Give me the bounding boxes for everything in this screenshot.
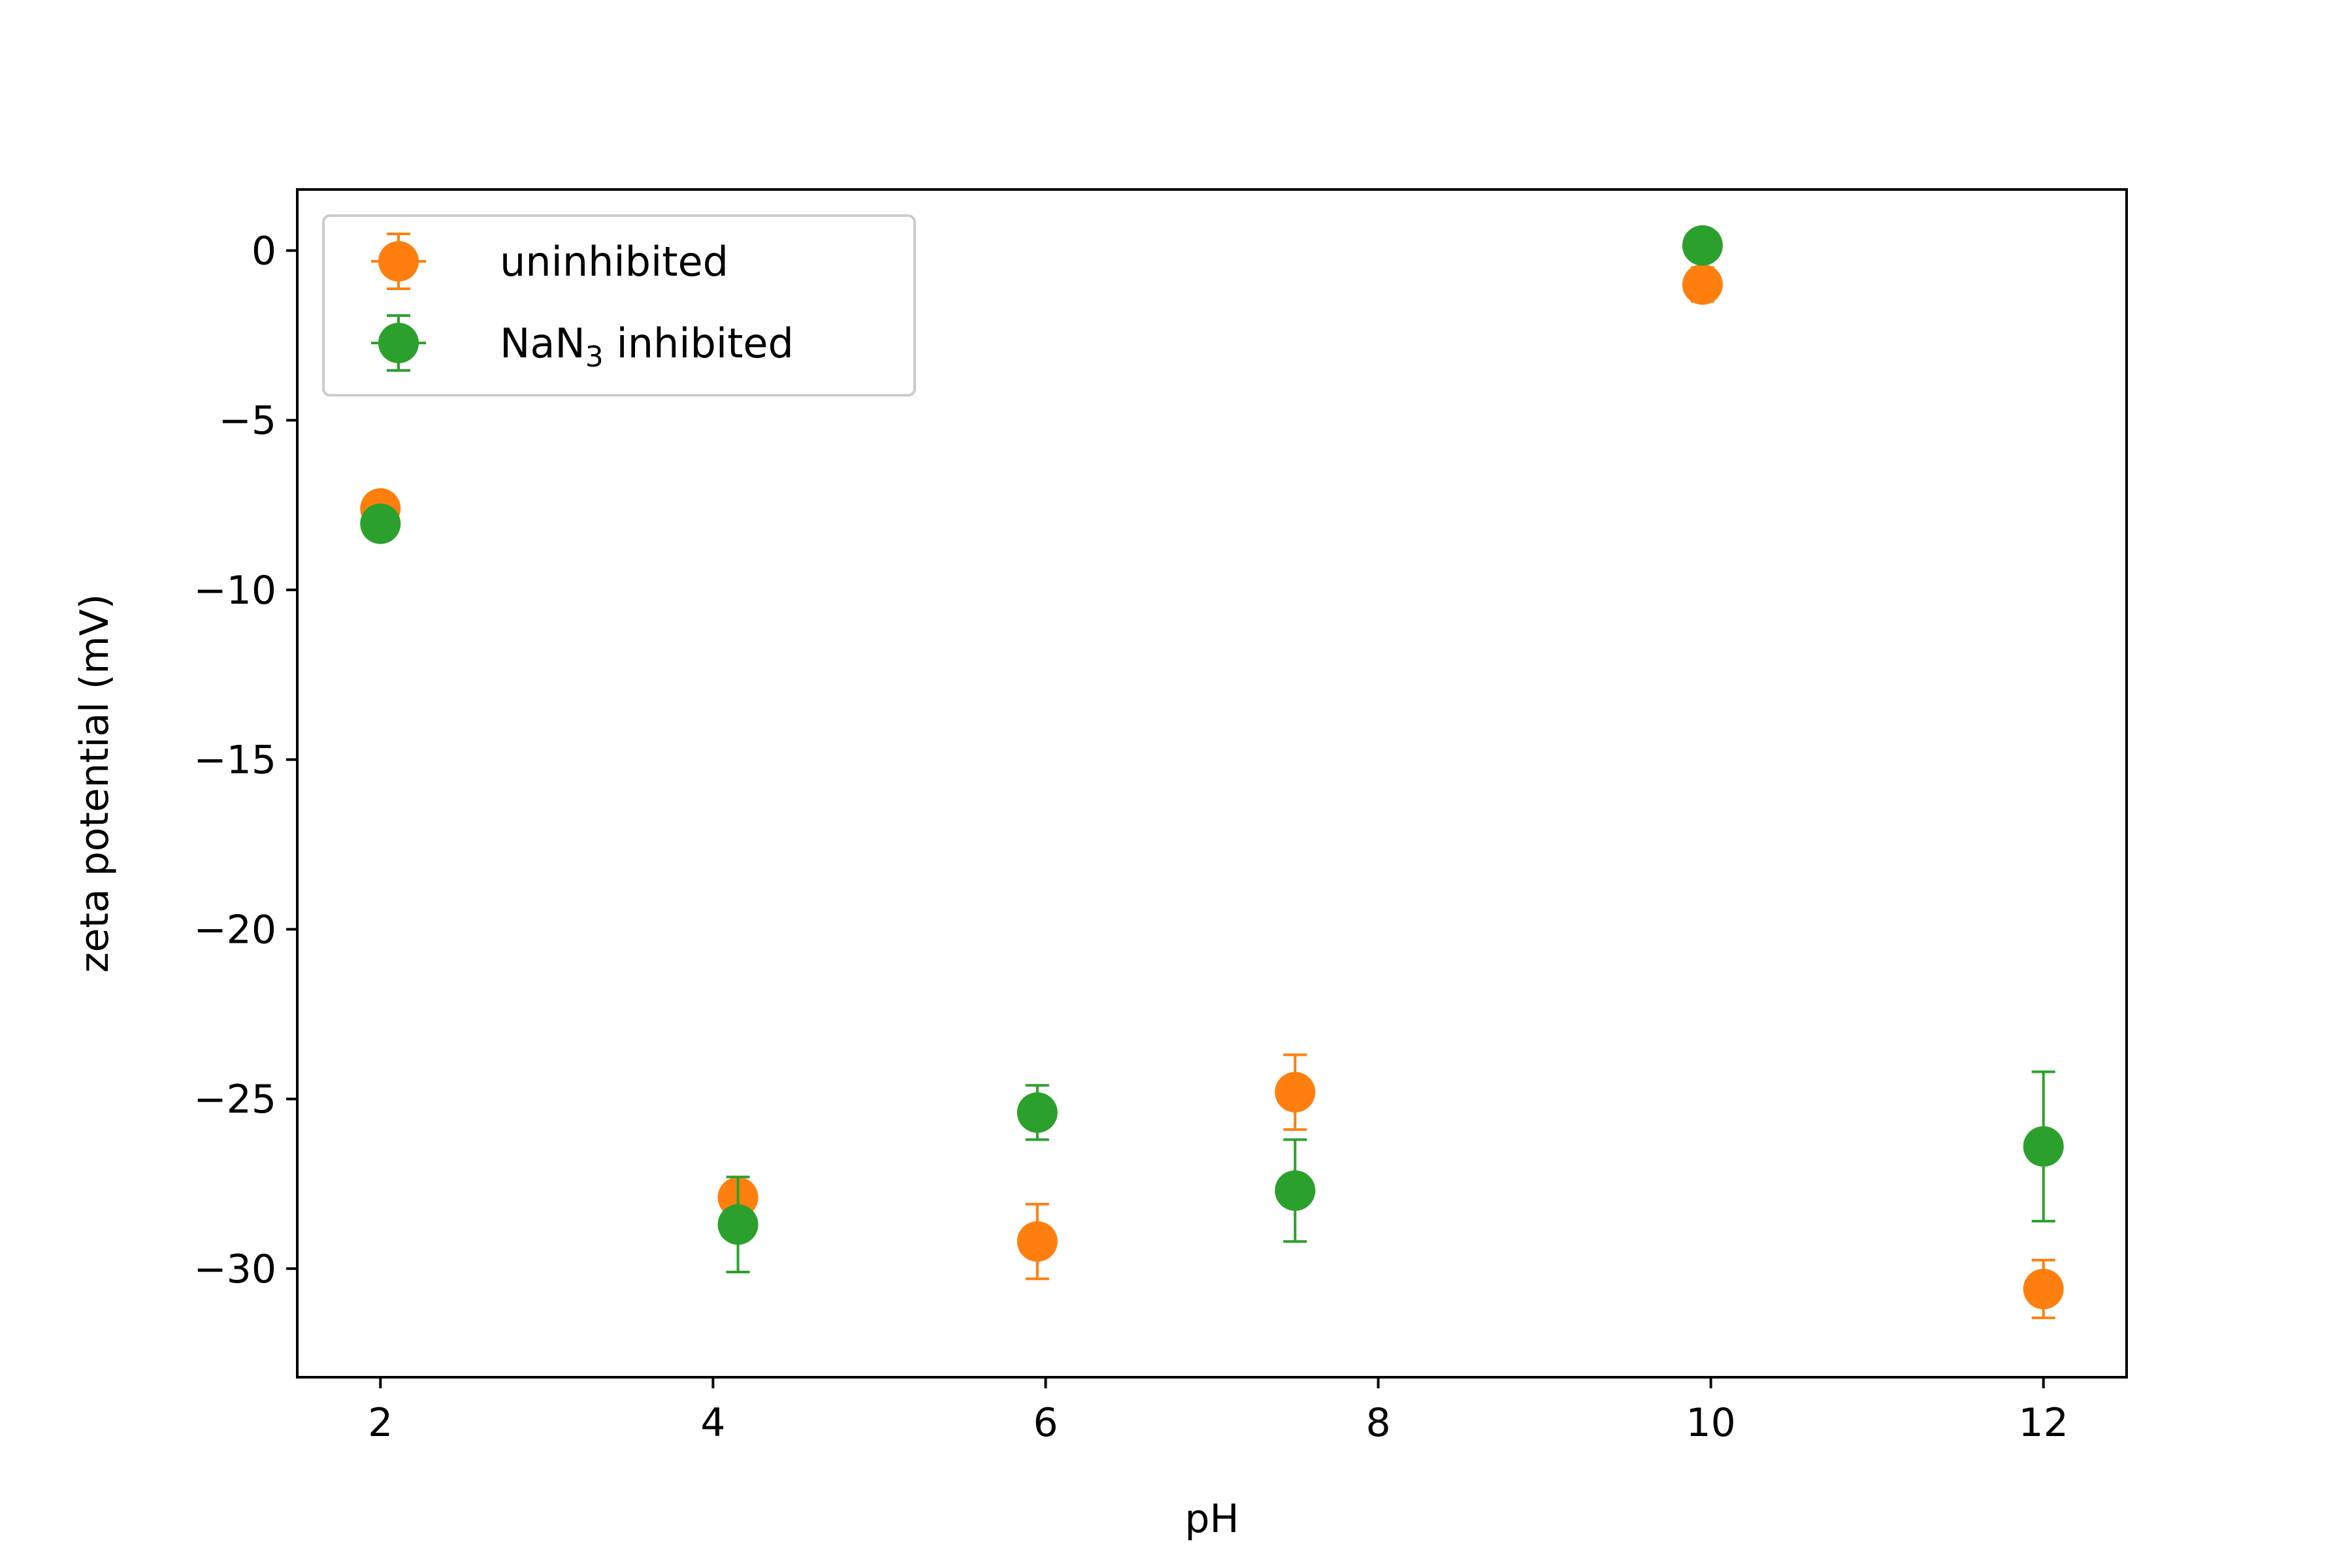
data-point xyxy=(1017,1092,1058,1133)
x-tick-label: 6 xyxy=(1033,1400,1058,1446)
legend-label-main: NaN xyxy=(500,319,585,367)
legend-item-0: uninhibited xyxy=(371,233,728,290)
x-tick-label: 12 xyxy=(2019,1400,2068,1446)
legend-label: uninhibited xyxy=(500,238,728,286)
legend-box xyxy=(322,214,916,397)
y-tick-label: −15 xyxy=(193,738,276,783)
legend-label-main: uninhibited xyxy=(500,238,728,286)
data-point xyxy=(1275,1170,1316,1211)
data-point xyxy=(1017,1221,1058,1262)
legend-item-1: NaN3 inhibited xyxy=(371,314,794,374)
data-marks xyxy=(360,225,2064,1320)
x-tick-label: 4 xyxy=(700,1400,725,1446)
x-axis-label: pH xyxy=(1184,1496,1239,1542)
data-point xyxy=(717,1204,759,1245)
y-axis-label: zeta potential (mV) xyxy=(72,594,118,973)
y-tick-label: −25 xyxy=(193,1077,276,1122)
legend-label-rest: inhibited xyxy=(604,319,794,367)
data-point xyxy=(1275,1071,1316,1113)
x-tick-label: 10 xyxy=(1686,1400,1735,1446)
x-tick-label: 8 xyxy=(1365,1400,1390,1446)
data-point xyxy=(1682,264,1723,305)
series-0 xyxy=(360,264,2064,1320)
y-tick-label: 0 xyxy=(252,228,276,274)
data-point xyxy=(2023,1126,2064,1167)
legend-marker xyxy=(378,241,419,282)
y-tick-label: −20 xyxy=(193,907,276,953)
y-tick-label: −5 xyxy=(219,398,276,444)
data-point xyxy=(1682,225,1723,266)
legend: uninhibited NaN3 inhibited xyxy=(322,214,916,397)
legend-label: NaN3 inhibited xyxy=(500,319,794,374)
plot-frame xyxy=(296,188,2128,1379)
x-tick-label: 2 xyxy=(368,1400,393,1446)
legend-label-subscript: 3 xyxy=(585,340,604,374)
y-tick-label: −10 xyxy=(193,568,276,613)
data-point xyxy=(360,503,401,544)
y-tick-label: −30 xyxy=(193,1247,276,1292)
legend-marker xyxy=(378,323,419,363)
axes: 2 4 6 8 10 12 0 −5 −10 −15 −20 −25 −30 pH zeta potenti… xyxy=(72,188,2128,1542)
series-1 xyxy=(360,225,2064,1273)
data-point xyxy=(2023,1268,2064,1309)
